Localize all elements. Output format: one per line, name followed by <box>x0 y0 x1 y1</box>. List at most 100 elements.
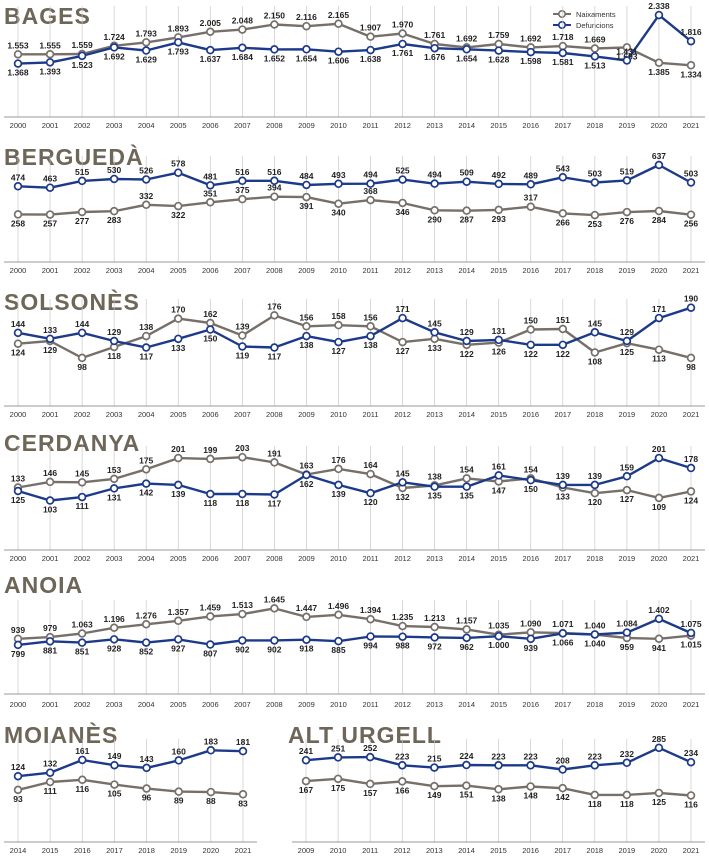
data-label-deaths: 234 <box>684 748 698 758</box>
x-tick-label: 2001 <box>42 410 59 419</box>
data-label-deaths: 135 <box>428 491 442 501</box>
point-deaths <box>141 638 151 647</box>
data-label-births: 1.793 <box>136 28 158 38</box>
point-births <box>238 25 247 34</box>
data-label-deaths: 474 <box>11 172 25 182</box>
point-deaths <box>301 755 311 765</box>
point-deaths <box>398 632 407 641</box>
point-births <box>206 198 215 207</box>
point-births <box>334 320 343 330</box>
data-label-births: 132 <box>395 492 409 502</box>
legend: Naixaments Defuncions <box>553 10 616 30</box>
point-deaths <box>654 160 664 170</box>
data-label-deaths: 1.598 <box>520 56 542 66</box>
data-label-births: 1.645 <box>264 594 286 604</box>
data-label-births: 287 <box>460 215 474 225</box>
x-tick-label: 2007 <box>234 554 251 563</box>
x-tick-label: 2015 <box>490 121 507 130</box>
x-tick-label: 2020 <box>203 846 220 855</box>
x-tick-label: 2000 <box>10 410 27 419</box>
point-deaths <box>558 340 568 350</box>
data-label-deaths: 139 <box>588 471 602 481</box>
data-label-deaths: 1.676 <box>424 52 446 62</box>
point-births <box>590 790 599 800</box>
x-tick-label: 2008 <box>266 121 283 130</box>
point-births <box>462 474 471 483</box>
point-deaths <box>430 43 439 53</box>
point-deaths <box>206 746 216 755</box>
point-deaths <box>366 45 375 55</box>
x-tick-label: 2018 <box>587 410 604 419</box>
data-label-births: 1.907 <box>360 23 382 33</box>
chart-panel-1: BERGUEDÀ 2000 2001 2002 2003 2004 2005 2006 2007… <box>4 143 705 275</box>
series-line-deaths <box>17 163 692 189</box>
chart-panel-5: MOIANÈS 2014 2015 2016 2017 2018 2019 2020 2021 9… <box>4 721 257 855</box>
x-tick-label: 2011 <box>362 121 378 130</box>
data-label-births: 164 <box>363 460 377 470</box>
data-label-births: 108 <box>588 356 602 366</box>
point-births <box>430 206 439 215</box>
point-deaths <box>686 628 696 638</box>
point-deaths <box>109 43 119 52</box>
data-label-deaths: 1.606 <box>328 56 350 66</box>
data-label-births: 148 <box>523 790 537 800</box>
point-deaths <box>526 180 536 189</box>
point-births <box>302 192 311 202</box>
point-births <box>622 790 632 800</box>
data-label-births: 111 <box>44 786 58 796</box>
data-label-deaths: 162 <box>299 479 313 489</box>
point-births <box>238 609 247 619</box>
x-tick-label: 2011 <box>362 846 378 855</box>
point-births <box>430 781 439 791</box>
data-label-births: 1.553 <box>7 40 29 50</box>
point-deaths <box>526 634 536 644</box>
point-deaths <box>526 340 536 350</box>
point-deaths <box>494 631 503 641</box>
x-tick-label: 2016 <box>522 700 539 709</box>
point-births <box>77 353 87 363</box>
data-label-births: 394 <box>267 183 281 193</box>
point-births <box>45 777 55 787</box>
point-deaths <box>238 636 247 645</box>
data-label-deaths: 578 <box>171 159 185 169</box>
point-births <box>462 781 471 790</box>
x-tick-label: 2000 <box>10 554 27 563</box>
data-label-deaths: 120 <box>363 497 377 507</box>
data-label-births: 98 <box>77 362 87 372</box>
x-tick-label: 2000 <box>10 700 27 709</box>
data-label-deaths: 1.523 <box>71 60 93 70</box>
point-births <box>622 485 632 495</box>
series-line-deaths <box>17 617 692 647</box>
data-label-deaths: 1.793 <box>168 46 190 56</box>
x-tick-label: 2013 <box>426 121 443 130</box>
x-tick-label: 2000 <box>10 121 27 130</box>
x-tick-label: 2012 <box>394 554 411 563</box>
point-deaths <box>270 343 279 352</box>
data-label-deaths: 799 <box>11 649 25 659</box>
data-label-births: 175 <box>331 783 345 793</box>
point-deaths <box>78 755 87 765</box>
point-deaths <box>366 488 375 498</box>
x-tick-label: 2020 <box>651 846 668 855</box>
x-tick-label: 2002 <box>74 266 91 275</box>
data-label-deaths: 516 <box>235 167 249 177</box>
data-label-births: 191 <box>267 448 281 458</box>
data-label-deaths: 127 <box>331 346 345 356</box>
x-tick-label: 2009 <box>298 846 315 855</box>
point-deaths <box>686 178 696 187</box>
point-births <box>77 629 87 638</box>
point-deaths <box>430 482 439 491</box>
data-label-deaths: 503 <box>588 168 602 178</box>
x-tick-label: 2005 <box>170 410 187 419</box>
x-tick-label: 2003 <box>106 266 123 275</box>
point-births <box>558 41 568 51</box>
x-tick-label: 2013 <box>426 266 443 275</box>
data-label-births: 1.724 <box>104 32 126 42</box>
point-deaths <box>494 179 503 189</box>
data-label-deaths: 902 <box>235 644 249 654</box>
data-label-births: 120 <box>588 497 602 507</box>
point-births <box>398 198 407 208</box>
data-label-deaths: 516 <box>267 167 281 177</box>
point-deaths <box>558 48 568 58</box>
data-label-deaths: 885 <box>331 645 345 655</box>
